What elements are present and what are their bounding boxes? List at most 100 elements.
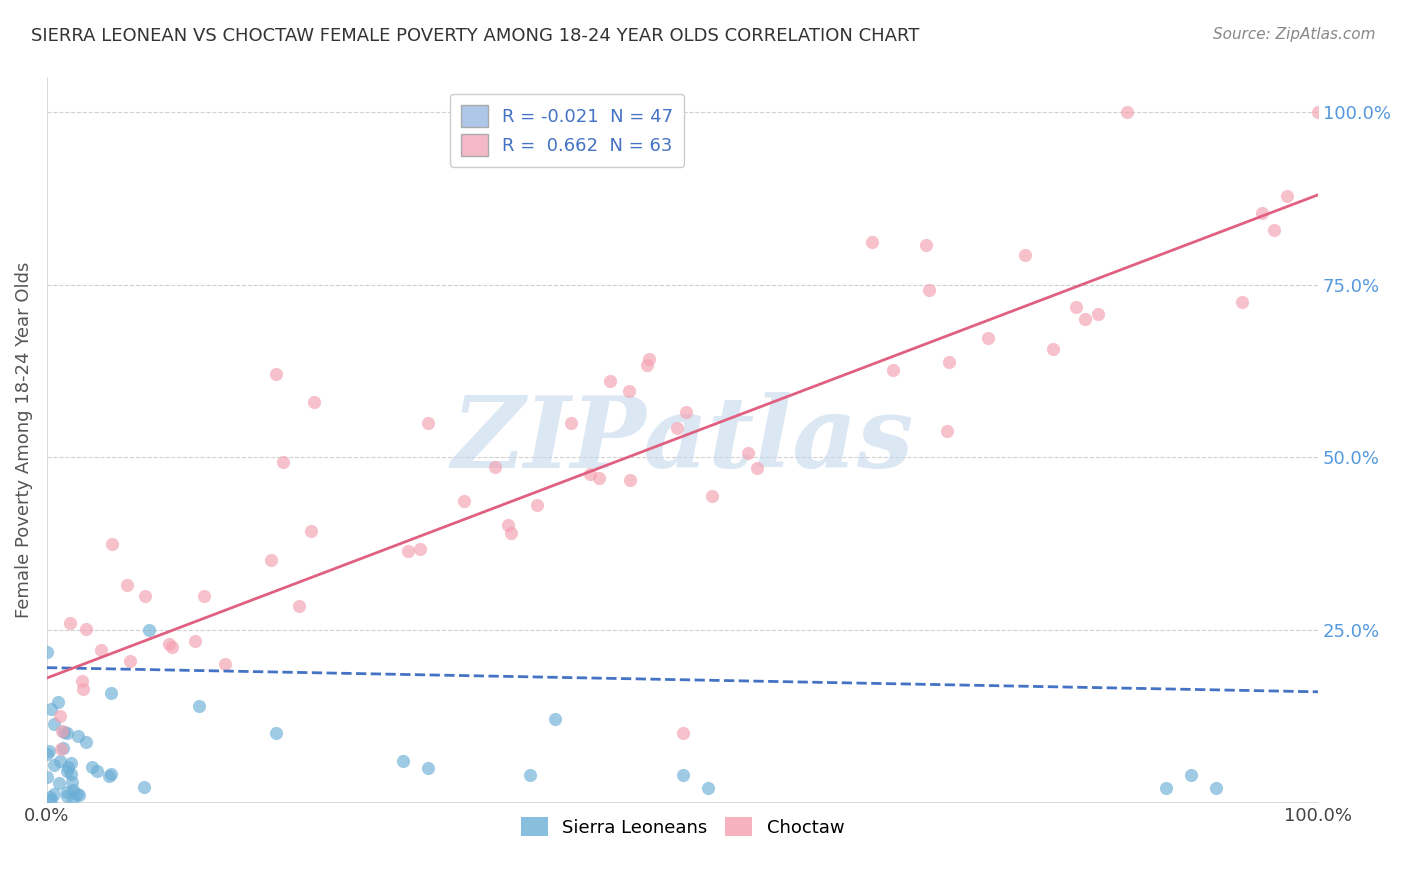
Point xyxy=(66,729,89,743)
Point xyxy=(62,783,84,797)
Point xyxy=(183,634,205,648)
Point xyxy=(49,754,72,768)
Point xyxy=(56,764,79,778)
Point xyxy=(100,766,122,780)
Point xyxy=(260,552,283,566)
Point xyxy=(66,787,89,801)
Point xyxy=(1014,247,1036,261)
Point xyxy=(671,767,693,781)
Point xyxy=(59,615,82,630)
Point xyxy=(37,645,59,659)
Point xyxy=(49,709,72,723)
Point xyxy=(67,788,90,802)
Point xyxy=(599,374,621,388)
Point xyxy=(1087,307,1109,321)
Point xyxy=(1180,767,1202,781)
Point xyxy=(138,623,160,637)
Point xyxy=(53,724,76,739)
Point xyxy=(860,235,883,250)
Point xyxy=(35,770,58,784)
Point xyxy=(1205,781,1227,796)
Point xyxy=(745,460,768,475)
Point xyxy=(617,384,640,398)
Point xyxy=(264,726,287,740)
Point xyxy=(579,467,602,481)
Point xyxy=(48,775,70,789)
Point xyxy=(60,775,83,789)
Text: ZIPatlas: ZIPatlas xyxy=(451,392,914,488)
Point xyxy=(418,416,440,430)
Point xyxy=(977,331,1000,345)
Point xyxy=(60,756,83,771)
Point xyxy=(134,589,156,603)
Point xyxy=(193,590,215,604)
Y-axis label: Female Poverty Among 18-24 Year Olds: Female Poverty Among 18-24 Year Olds xyxy=(15,261,32,618)
Point xyxy=(1277,188,1299,202)
Point xyxy=(519,767,541,781)
Point xyxy=(39,789,62,804)
Point xyxy=(302,395,325,409)
Point xyxy=(59,767,82,781)
Point xyxy=(86,764,108,779)
Point xyxy=(120,655,142,669)
Point xyxy=(675,405,697,419)
Point xyxy=(636,358,658,372)
Point xyxy=(1154,781,1177,796)
Point xyxy=(42,787,65,801)
Point xyxy=(264,368,287,382)
Point xyxy=(299,524,322,539)
Point xyxy=(1074,311,1097,326)
Point xyxy=(588,471,610,485)
Point xyxy=(1064,300,1087,314)
Point xyxy=(162,640,184,655)
Point xyxy=(100,537,122,551)
Point xyxy=(287,599,309,613)
Point xyxy=(499,525,522,540)
Point xyxy=(453,494,475,508)
Point xyxy=(396,544,419,558)
Point xyxy=(55,789,77,803)
Point xyxy=(918,284,941,298)
Text: Source: ZipAtlas.com: Source: ZipAtlas.com xyxy=(1212,27,1375,42)
Point xyxy=(134,780,156,794)
Point xyxy=(80,760,103,774)
Point xyxy=(56,726,79,740)
Point xyxy=(90,642,112,657)
Point xyxy=(1263,223,1285,237)
Point xyxy=(56,785,79,799)
Point xyxy=(1308,105,1330,120)
Point xyxy=(44,717,66,731)
Point xyxy=(37,747,59,761)
Point xyxy=(671,726,693,740)
Point xyxy=(214,657,236,671)
Point xyxy=(666,421,689,435)
Point xyxy=(75,622,97,636)
Point xyxy=(44,757,66,772)
Point xyxy=(484,460,506,475)
Point xyxy=(737,446,759,460)
Point xyxy=(46,695,69,709)
Point xyxy=(115,578,138,592)
Point xyxy=(619,473,641,487)
Point xyxy=(39,702,62,716)
Point xyxy=(1042,342,1064,356)
Point xyxy=(70,673,93,688)
Point xyxy=(39,793,62,807)
Point xyxy=(418,761,440,775)
Point xyxy=(392,754,415,768)
Point xyxy=(544,713,567,727)
Legend: Sierra Leoneans, Choctaw: Sierra Leoneans, Choctaw xyxy=(513,810,852,844)
Point xyxy=(51,724,73,739)
Point xyxy=(638,352,661,367)
Point xyxy=(498,517,520,532)
Point xyxy=(882,363,904,377)
Point xyxy=(75,734,97,748)
Point xyxy=(100,686,122,700)
Point xyxy=(97,769,120,783)
Point xyxy=(1116,105,1139,120)
Point xyxy=(1251,206,1274,220)
Point xyxy=(52,741,75,756)
Point xyxy=(935,425,957,439)
Point xyxy=(560,416,582,430)
Point xyxy=(58,760,80,774)
